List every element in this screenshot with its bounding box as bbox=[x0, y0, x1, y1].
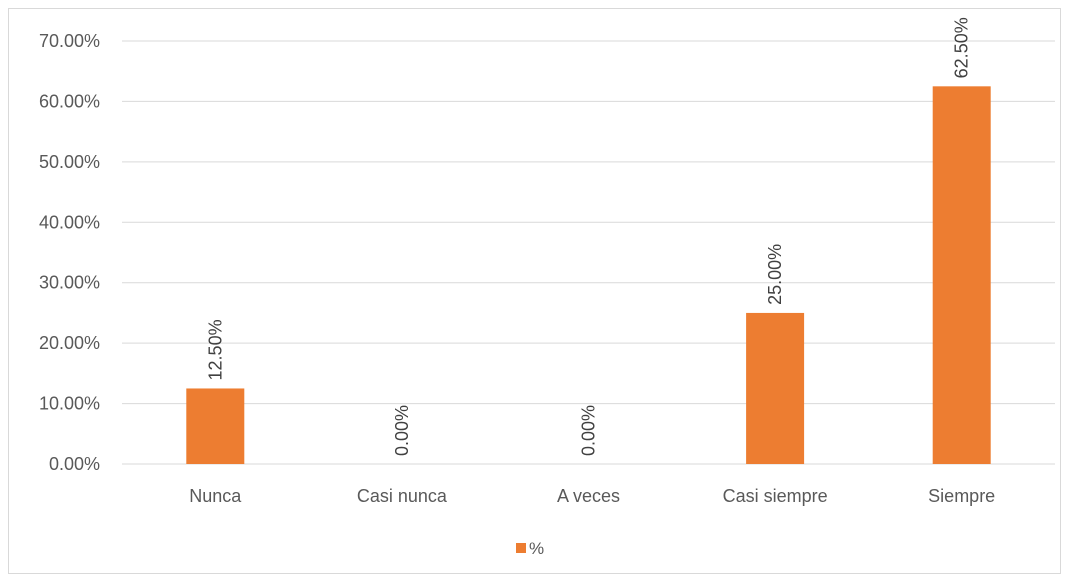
x-category-label: Nunca bbox=[189, 486, 242, 506]
y-tick-label: 60.00% bbox=[39, 91, 100, 111]
data-label: 0.00% bbox=[392, 405, 412, 456]
legend-label: % bbox=[529, 539, 544, 558]
y-tick-label: 40.00% bbox=[39, 212, 100, 232]
data-label: 62.50% bbox=[952, 17, 972, 78]
x-category-label: Siempre bbox=[928, 486, 995, 506]
data-label: 0.00% bbox=[579, 405, 599, 456]
y-tick-label: 0.00% bbox=[49, 454, 100, 474]
data-label: 12.50% bbox=[205, 319, 225, 380]
data-label: 25.00% bbox=[765, 244, 785, 305]
bar bbox=[746, 312, 805, 464]
y-tick-label: 20.00% bbox=[39, 333, 100, 353]
bar bbox=[186, 388, 245, 464]
y-tick-label: 30.00% bbox=[39, 273, 100, 293]
bar bbox=[932, 86, 991, 465]
x-category-label: Casi siempre bbox=[723, 486, 828, 506]
y-tick-label: 50.00% bbox=[39, 152, 100, 172]
x-category-label: Casi nunca bbox=[357, 486, 448, 506]
y-tick-label: 70.00% bbox=[39, 31, 100, 51]
legend-swatch bbox=[516, 543, 526, 553]
x-category-label: A veces bbox=[557, 486, 620, 506]
y-tick-label: 10.00% bbox=[39, 394, 100, 414]
chart-frame bbox=[8, 8, 1061, 574]
